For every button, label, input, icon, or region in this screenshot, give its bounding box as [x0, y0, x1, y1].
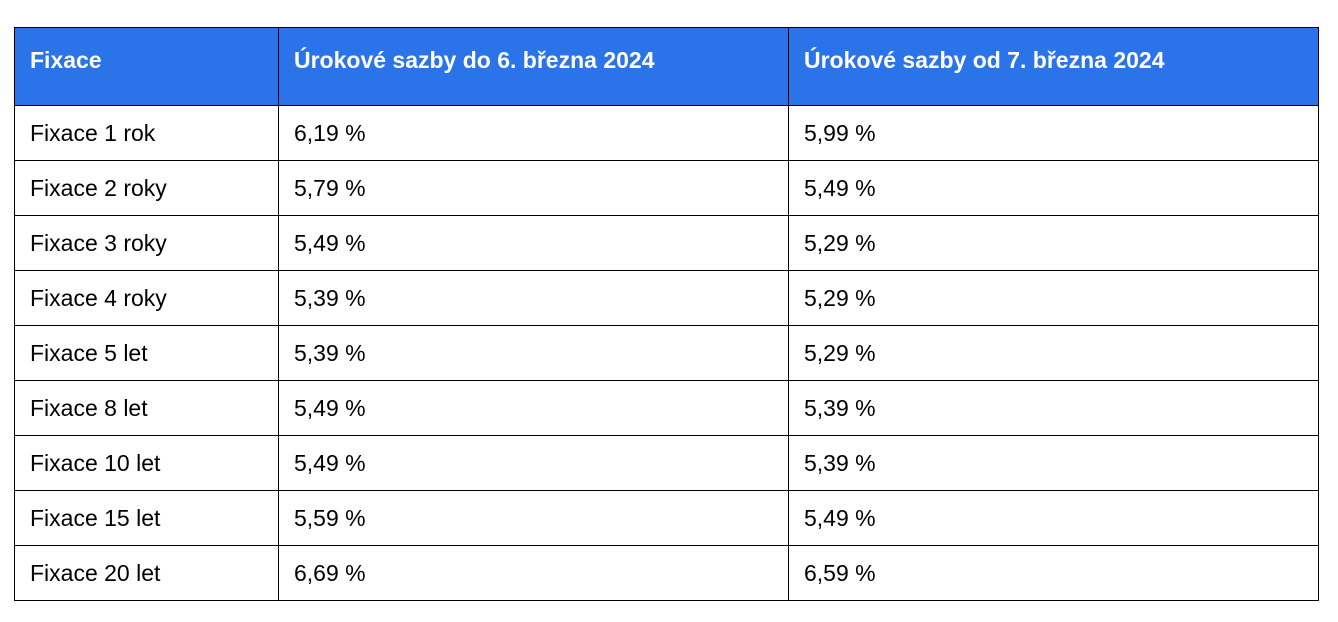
fixation-cell: Fixace 8 let [14, 380, 279, 436]
rate-after-cell: 5,39 % [788, 380, 1319, 436]
rate-after-cell: 5,29 % [788, 215, 1319, 271]
table-row: Fixace 20 let 6,69 % 6,59 % [14, 545, 1319, 601]
table-body: Fixace 1 rok 6,19 % 5,99 % Fixace 2 roky… [14, 105, 1319, 601]
rate-after-cell: 5,29 % [788, 270, 1319, 326]
fixation-cell: Fixace 1 rok [14, 105, 279, 161]
table-row: Fixace 15 let 5,59 % 5,49 % [14, 490, 1319, 546]
rate-before-cell: 5,79 % [278, 160, 789, 216]
rate-before-cell: 5,49 % [278, 215, 789, 271]
rate-after-cell: 6,59 % [788, 545, 1319, 601]
table-row: Fixace 1 rok 6,19 % 5,99 % [14, 105, 1319, 161]
fixation-cell: Fixace 5 let [14, 325, 279, 381]
fixation-cell: Fixace 15 let [14, 490, 279, 546]
fixation-cell: Fixace 4 roky [14, 270, 279, 326]
fixation-cell: Fixace 10 let [14, 435, 279, 491]
rate-after-cell: 5,29 % [788, 325, 1319, 381]
fixation-cell: Fixace 3 roky [14, 215, 279, 271]
rate-before-cell: 5,49 % [278, 380, 789, 436]
rate-before-cell: 6,19 % [278, 105, 789, 161]
rate-after-cell: 5,99 % [788, 105, 1319, 161]
table-row: Fixace 10 let 5,49 % 5,39 % [14, 435, 1319, 491]
rate-before-cell: 6,69 % [278, 545, 789, 601]
rate-before-cell: 5,49 % [278, 435, 789, 491]
fixation-cell: Fixace 20 let [14, 545, 279, 601]
rate-before-cell: 5,59 % [278, 490, 789, 546]
column-header-fixace: Fixace [14, 27, 279, 106]
table-row: Fixace 4 roky 5,39 % 5,29 % [14, 270, 1319, 326]
fixation-cell: Fixace 2 roky [14, 160, 279, 216]
rate-before-cell: 5,39 % [278, 270, 789, 326]
interest-rates-table: Fixace Úrokové sazby do 6. března 2024 Ú… [14, 27, 1319, 601]
column-header-rates-after: Úrokové sazby od 7. března 2024 [788, 27, 1319, 106]
rate-after-cell: 5,49 % [788, 490, 1319, 546]
rate-before-cell: 5,39 % [278, 325, 789, 381]
table-row: Fixace 8 let 5,49 % 5,39 % [14, 380, 1319, 436]
rate-after-cell: 5,39 % [788, 435, 1319, 491]
table-row: Fixace 3 roky 5,49 % 5,29 % [14, 215, 1319, 271]
table-header: Fixace Úrokové sazby do 6. března 2024 Ú… [14, 27, 1319, 106]
rate-after-cell: 5,49 % [788, 160, 1319, 216]
column-header-rates-before: Úrokové sazby do 6. března 2024 [278, 27, 789, 106]
table-row: Fixace 5 let 5,39 % 5,29 % [14, 325, 1319, 381]
table-row: Fixace 2 roky 5,79 % 5,49 % [14, 160, 1319, 216]
header-row: Fixace Úrokové sazby do 6. března 2024 Ú… [14, 27, 1319, 106]
